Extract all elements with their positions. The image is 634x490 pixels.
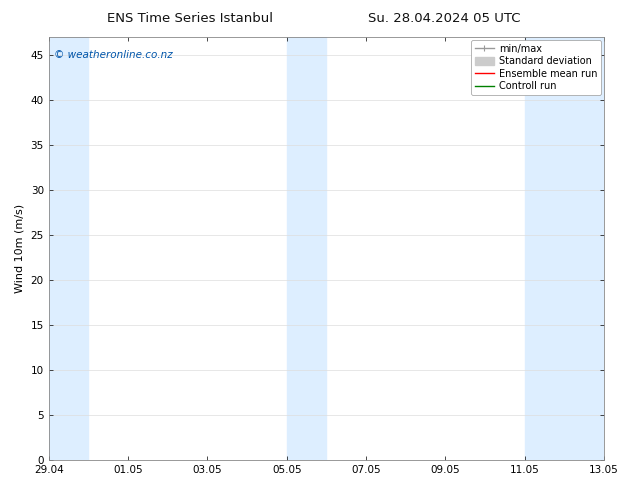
Text: Su. 28.04.2024 05 UTC: Su. 28.04.2024 05 UTC [368,12,520,25]
Bar [49,37,88,460]
Text: ENS Time Series Istanbul: ENS Time Series Istanbul [107,12,273,25]
Y-axis label: Wind 10m (m/s): Wind 10m (m/s) [15,204,25,293]
Legend: min/max, Standard deviation, Ensemble mean run, Controll run: min/max, Standard deviation, Ensemble me… [470,40,601,95]
Text: © weatheronline.co.nz: © weatheronline.co.nz [55,50,173,60]
Bar [525,37,604,460]
Bar [287,37,327,460]
